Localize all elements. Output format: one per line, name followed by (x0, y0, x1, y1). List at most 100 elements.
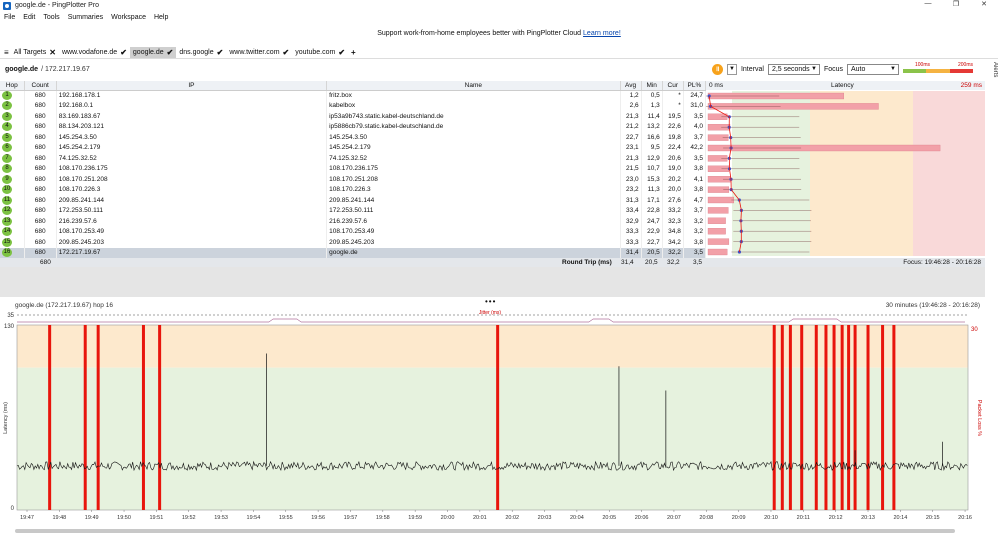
menu-summaries[interactable]: Summaries (67, 14, 104, 21)
alerts-side-tab[interactable]: Alerts (992, 62, 998, 78)
hop-table: Hop Count IP Name Avg Min Cur PL% 1 680 19… (0, 81, 707, 258)
pause-icon[interactable]: ॥ (711, 64, 723, 75)
table-row[interactable]: 9 680 108.170.251.208 108.170.251.208 23,0 15… (0, 174, 707, 185)
menu-help[interactable]: Help (153, 14, 169, 21)
cur-cell: * (662, 90, 684, 101)
interval-select[interactable]: 2,5 seconds ▼ (767, 64, 820, 75)
table-row[interactable]: 13 680 216.239.57.6 216.239.57.6 32,9 24,7 32,… (0, 216, 707, 227)
tab-dns-google[interactable]: dns.google ✔ (176, 47, 226, 58)
column-count[interactable]: Count (24, 81, 57, 91)
table-row[interactable]: 5 680 145.254.3.50 145.254.3.50 22,7 16,6 19,8… (0, 132, 707, 143)
count-cell: 680 (24, 216, 57, 227)
avg-cell: 31,3 (620, 195, 642, 206)
time-label: 20:11 (797, 515, 810, 521)
column-ip[interactable]: IP (56, 81, 328, 91)
hamburger-menu-icon[interactable]: ≡ (4, 48, 9, 57)
tab-label: All Targets (13, 49, 47, 56)
tab-all-targets[interactable]: All Targets ✕ (11, 47, 59, 58)
latency-hop-graph[interactable] (706, 91, 985, 256)
name-cell: 108.170.253.49 (326, 226, 621, 237)
timeline-scrollbar[interactable] (0, 527, 985, 535)
cur-cell: 20,0 (662, 184, 684, 195)
scale-high-label: 200ms (957, 62, 973, 68)
hop-number: 1 (2, 91, 12, 100)
column-cur[interactable]: Cur (662, 81, 684, 91)
hop-number: 8 (2, 164, 12, 174)
menu-file[interactable]: File (4, 14, 16, 21)
table-row[interactable]: 10 680 108.170.226.3 108.170.226.3 23,2 11,3 2… (0, 184, 707, 195)
table-row[interactable]: 4 680 88.134.203.121 ip5886cb79.static.kabe… (0, 121, 707, 132)
table-row[interactable]: 2 680 192.168.0.1 kabelbox 2,6 1,3 * 31,0 (0, 100, 707, 111)
latency-header: 0 ms Latency 259 ms (706, 81, 985, 90)
packet-loss-bar (780, 325, 784, 510)
menu-bar: File Edit Tools Summaries Workspace Help (0, 12, 168, 23)
cur-cell: 19,5 (662, 111, 684, 122)
tab-twitter[interactable]: www.twitter.com ✔ (226, 47, 292, 58)
table-row[interactable]: 7 680 74.125.32.52 74.125.32.52 21,3 12,9 20,6… (0, 153, 707, 164)
table-row[interactable]: 12 680 172.253.50.111 172.253.50.111 33,4 22,… (0, 205, 707, 216)
hop-cell: 5 (0, 132, 25, 143)
count-cell: 680 (24, 163, 57, 174)
cur-cell: 22,6 (662, 121, 684, 132)
table-row[interactable]: 11 680 209.85.241.144 209.85.241.144 31,3 17,… (0, 195, 707, 206)
learn-more-link[interactable]: Learn more! (583, 30, 621, 37)
loss-bar (707, 144, 941, 152)
packet-loss-bar (496, 325, 500, 510)
column-pl[interactable]: PL% (683, 81, 707, 91)
hop-number: 7 (2, 153, 12, 163)
hop-cell: 2 (0, 100, 25, 111)
scrollbar-thumb[interactable] (15, 529, 955, 533)
tab-youtube[interactable]: youtube.com ✔ (292, 47, 348, 58)
table-row[interactable]: 8 680 108.170.236.175 108.170.236.175 21,5 10… (0, 163, 707, 174)
min-cell: 22,8 (641, 205, 663, 216)
focus-select[interactable]: Auto ▼ (847, 64, 899, 75)
pl-cell: 3,5 (683, 111, 707, 122)
timeline-header: google.de (172.217.19.67) hop 16 30 minu… (15, 302, 980, 309)
menu-tools[interactable]: Tools (43, 14, 60, 21)
table-row[interactable]: 14 680 108.170.253.49 108.170.253.49 33,3 22,… (0, 226, 707, 237)
tab-google[interactable]: google.de ✔ (129, 47, 177, 58)
column-min[interactable]: Min (641, 81, 663, 91)
pl-cell: 3,5 (683, 247, 707, 258)
time-label: 19:54 (247, 515, 261, 521)
packet-loss-bar (772, 325, 776, 510)
time-label: 20:03 (538, 515, 552, 521)
add-tab-button[interactable]: + (351, 48, 356, 57)
target-header: google.de / 172.217.19.67 ॥ ▼ Interval 2… (0, 62, 985, 77)
minimize-button[interactable]: — (924, 0, 932, 7)
latency-bad-zone (913, 91, 985, 256)
target-ip: / 172.217.19.67 (41, 66, 90, 73)
column-avg[interactable]: Avg (620, 81, 642, 91)
name-cell: ip5886cb79.static.kabel-deutschland.de (326, 121, 621, 132)
table-row[interactable]: 1 680 192.168.178.1 fritz.box 1,2 0,5 * 24,7 (0, 90, 707, 101)
time-label: 19:57 (344, 515, 358, 521)
min-cell: 22,7 (641, 237, 663, 248)
hop-number: 9 (2, 174, 12, 184)
packet-loss-bar (800, 325, 804, 510)
maximize-button[interactable]: ❐ (952, 1, 960, 8)
column-hop[interactable]: Hop (0, 81, 25, 91)
time-label: 19:53 (214, 515, 228, 521)
pl-cell: 31,0 (683, 100, 707, 111)
timeline-graph[interactable]: 130 35 0 30 Latency (ms) Packet Loss % Jitter … (0, 308, 985, 526)
target-name: google.de (5, 66, 39, 73)
chevron-down-icon[interactable]: ▼ (726, 64, 737, 75)
name-cell: 108.170.251.208 (326, 174, 621, 185)
tab-vodafone[interactable]: www.vodafone.de ✔ (59, 47, 130, 58)
latency-trend-line (708, 95, 742, 253)
ip-cell: 192.168.0.1 (56, 100, 328, 111)
table-row[interactable]: 15 680 209.85.245.203 209.85.245.203 33,3 22,… (0, 237, 707, 248)
menu-edit[interactable]: Edit (23, 14, 36, 21)
splitter-handle[interactable]: ••• (485, 297, 497, 306)
min-cell: 11,3 (641, 184, 663, 195)
table-row[interactable]: 3 680 83.169.183.67 ip53a9b743.static.kabel… (0, 111, 707, 122)
column-name[interactable]: Name (326, 81, 621, 91)
close-button[interactable]: ✕ (981, 1, 987, 8)
packet-loss-bar (48, 325, 52, 510)
focus-label: Focus (823, 66, 843, 73)
close-icon[interactable]: ✕ (49, 48, 56, 57)
table-row[interactable]: 16 680 172.217.19.67 google.de 31,4 20,5 32,2 3… (0, 247, 707, 258)
table-row[interactable]: 6 680 145.254.2.179 145.254.2.179 23,1 9,5 22,… (0, 142, 707, 153)
latency-point (707, 94, 711, 98)
menu-workspace[interactable]: Workspace (111, 14, 146, 21)
